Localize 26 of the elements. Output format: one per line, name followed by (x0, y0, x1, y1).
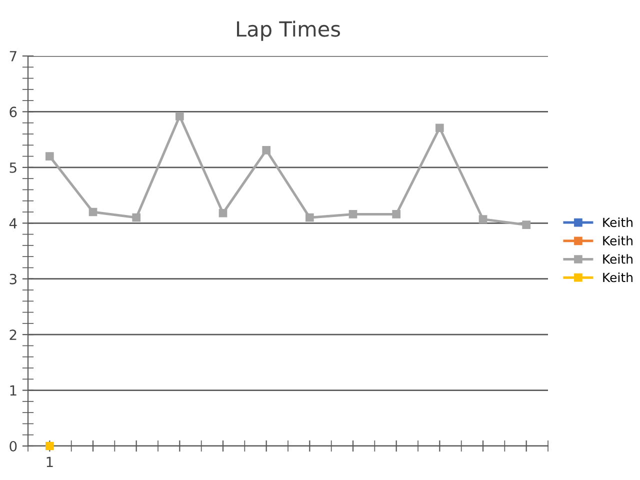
point (478, 215, 488, 224)
y-tick-label: 3 (10, 274, 16, 284)
point (522, 220, 530, 229)
point (176, 112, 184, 120)
point (46, 442, 54, 450)
point (218, 208, 228, 218)
y-tick-label: 2 (10, 330, 16, 340)
point (392, 210, 400, 218)
legend-label: Keith (603, 272, 632, 282)
point (88, 208, 98, 216)
point (348, 210, 358, 218)
legend-label: Keith (603, 217, 632, 228)
y-tick-label: 4 (9, 218, 17, 228)
point (132, 213, 140, 222)
legend-label: Keith (603, 236, 632, 246)
legend-label: Keith (603, 254, 632, 264)
y-tick-label: 5 (10, 162, 16, 173)
y-tick-label: 6 (10, 106, 17, 118)
chart-title: Lap Times (237, 20, 340, 41)
y-tick-label: 1 (10, 385, 16, 396)
point (46, 152, 54, 160)
point (436, 124, 444, 132)
y-tick-label: 7 (10, 51, 16, 62)
y-tick-label: 0 (10, 440, 17, 452)
point (306, 213, 314, 222)
point (262, 146, 270, 154)
